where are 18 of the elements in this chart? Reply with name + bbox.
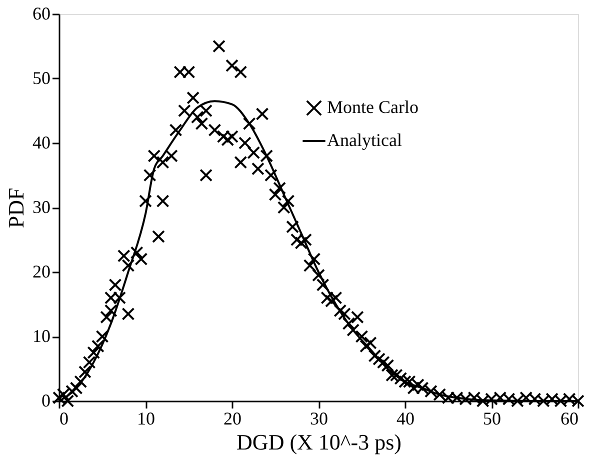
legend-label: Analytical — [327, 130, 402, 150]
y-axis-title: PDF — [4, 188, 28, 228]
y-tick-label: 0 — [42, 390, 50, 410]
y-tick-label: 40 — [32, 132, 50, 152]
y-tick-label: 20 — [32, 262, 50, 282]
x-tick-label: 30 — [310, 408, 328, 428]
x-tick-label: 0 — [60, 408, 68, 428]
y-tick-label: 10 — [32, 326, 50, 346]
y-tick-label: 50 — [32, 68, 50, 88]
y-tick-label: 30 — [32, 197, 50, 217]
y-tick-label: 60 — [32, 4, 50, 24]
x-axis-title: DGD (X 10^-3 ps) — [236, 430, 402, 454]
x-tick-label: 50 — [483, 408, 501, 428]
legend-label: Monte Carlo — [327, 97, 418, 117]
x-tick-label: 20 — [224, 408, 242, 428]
x-tick-label: 60 — [560, 408, 578, 428]
x-tick-label: 10 — [137, 408, 155, 428]
x-tick-label: 40 — [396, 408, 414, 428]
